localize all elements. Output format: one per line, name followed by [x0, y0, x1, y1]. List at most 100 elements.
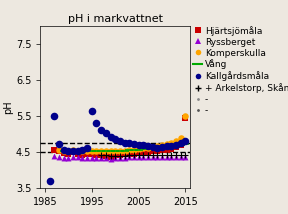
Point: [113, 149, 118, 153]
Point: [85, 152, 90, 156]
Point: [132, 148, 136, 151]
Point: [174, 145, 178, 148]
Point: [183, 153, 188, 156]
Point: [127, 148, 132, 152]
Point: [66, 150, 71, 153]
Point: [104, 154, 108, 158]
Point: [164, 148, 169, 152]
Point: [146, 153, 150, 156]
Point: [178, 137, 183, 140]
Point: [146, 155, 150, 159]
Point: [108, 155, 113, 158]
Point: [127, 154, 132, 157]
Y-axis label: pH: pH: [3, 100, 13, 114]
Point: [136, 155, 141, 159]
Point: [104, 132, 108, 135]
Point: [169, 153, 174, 156]
Point: [61, 156, 66, 159]
Point: [118, 149, 122, 153]
Point: [113, 150, 118, 153]
Point: [169, 155, 174, 159]
Point: [146, 147, 150, 150]
Point: [183, 155, 188, 159]
Point: [85, 150, 90, 153]
Point: [80, 153, 85, 157]
Point: [169, 145, 174, 148]
Point: [136, 153, 141, 156]
Point: [160, 143, 164, 147]
Point: [90, 152, 94, 155]
Point: [94, 122, 99, 125]
Point: [136, 148, 141, 151]
Point: [66, 150, 71, 153]
Point: [150, 146, 155, 150]
Point: [94, 153, 99, 157]
Point: [66, 156, 71, 159]
Point: [132, 154, 136, 157]
Point: [122, 153, 127, 156]
Point: [108, 158, 113, 161]
Point: [160, 155, 164, 159]
Point: [174, 155, 178, 159]
Point: [71, 148, 75, 152]
Point: [132, 148, 136, 151]
Point: [127, 141, 132, 144]
Point: [141, 155, 146, 159]
Point: [155, 145, 160, 148]
Point: [150, 153, 155, 156]
Point: [61, 150, 66, 153]
Point: [127, 155, 132, 159]
Point: [136, 143, 141, 146]
Point: [132, 155, 136, 159]
Point: [155, 146, 160, 150]
Point: [178, 155, 183, 159]
Point: [61, 148, 66, 152]
Point: [104, 154, 108, 157]
Point: [66, 152, 71, 155]
Point: [178, 143, 183, 147]
Point: [178, 144, 183, 147]
Point: [113, 154, 118, 157]
Point: [71, 150, 75, 153]
Point: [113, 155, 118, 158]
Point: [99, 150, 103, 153]
Point: [155, 153, 160, 156]
Point: [99, 154, 103, 157]
Point: [183, 116, 188, 120]
Point: [169, 147, 174, 150]
Point: [90, 149, 94, 153]
Point: [99, 156, 103, 159]
Point: [52, 149, 57, 152]
Point: [94, 150, 99, 153]
Point: [75, 150, 80, 153]
Point: [150, 150, 155, 153]
Point: [155, 150, 160, 153]
Point: [183, 114, 188, 118]
Point: [122, 155, 127, 158]
Point: [118, 153, 122, 157]
Legend: Hjärtsjömåla, Ryssberget, Komperskulla, Vång, Kallgårdsmåla, + Arkelstorp, Skåne: Hjärtsjömåla, Ryssberget, Komperskulla, …: [193, 26, 288, 115]
Point: [146, 144, 150, 148]
Point: [94, 156, 99, 159]
Point: [141, 144, 146, 147]
Point: [108, 150, 113, 153]
Point: [160, 146, 164, 149]
Point: [178, 141, 183, 144]
Point: [118, 156, 122, 159]
Point: [146, 150, 150, 154]
Point: [122, 156, 127, 159]
Point: [99, 129, 103, 132]
Point: [118, 155, 122, 158]
Point: [160, 149, 164, 152]
Point: [174, 143, 178, 146]
Point: [169, 144, 174, 148]
Point: [52, 154, 57, 158]
Point: [132, 143, 136, 146]
Point: [164, 145, 169, 148]
Point: [169, 141, 174, 144]
Point: [146, 146, 150, 150]
Point: [178, 153, 183, 156]
Point: [108, 135, 113, 139]
Point: [174, 145, 178, 149]
Point: [57, 148, 61, 152]
